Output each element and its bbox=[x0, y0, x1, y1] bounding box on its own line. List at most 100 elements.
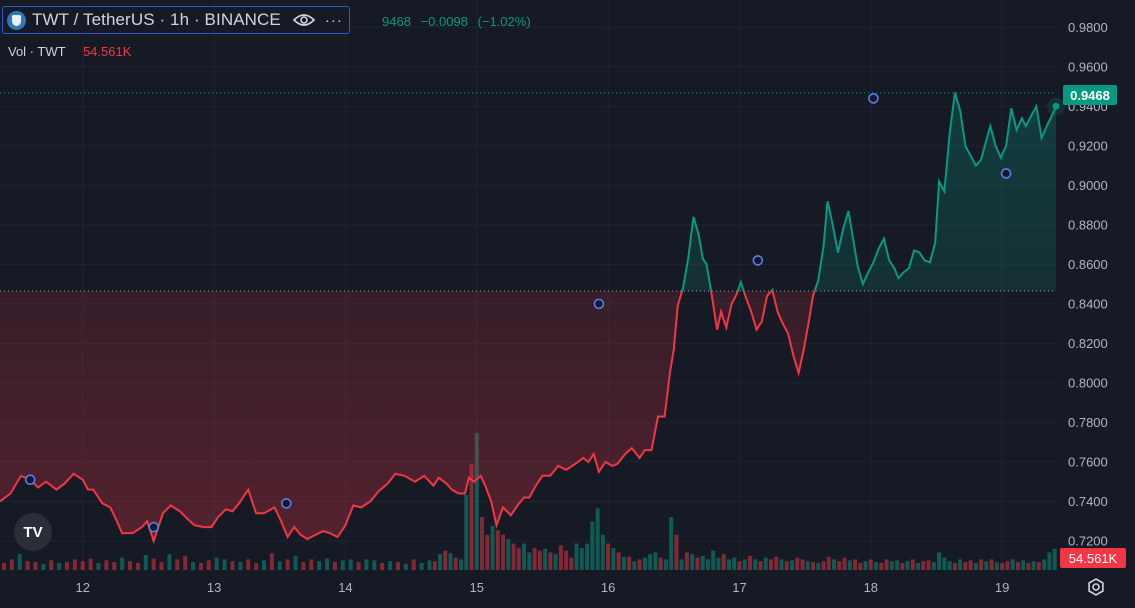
time-axis-tick-label: 15 bbox=[470, 580, 484, 595]
volume-bar bbox=[317, 561, 322, 570]
volume-bar bbox=[700, 555, 705, 570]
volume-bar bbox=[151, 558, 156, 570]
volume-bar bbox=[41, 563, 46, 570]
volume-bar bbox=[669, 517, 674, 570]
volume-bar bbox=[411, 559, 416, 570]
volume-bar bbox=[674, 534, 679, 570]
volume-bar bbox=[72, 559, 77, 570]
volume-bar bbox=[537, 550, 542, 570]
volume-legend[interactable]: Vol · TWT 54.561K bbox=[8, 44, 131, 59]
volume-bar bbox=[795, 557, 800, 570]
volume-bar bbox=[80, 561, 85, 570]
volume-bar bbox=[816, 562, 821, 570]
volume-bar bbox=[340, 560, 345, 570]
volume-bar bbox=[112, 562, 117, 570]
volume-bar bbox=[684, 552, 689, 570]
volume-bar bbox=[485, 534, 490, 570]
volume-bar bbox=[553, 554, 558, 570]
time-axis-tick-label: 19 bbox=[995, 580, 1009, 595]
more-icon[interactable]: ··· bbox=[324, 11, 343, 29]
volume-bar bbox=[277, 561, 282, 570]
volume-bar bbox=[325, 558, 330, 570]
price-axis-tick-label: 0.8000 bbox=[1068, 375, 1108, 390]
symbol-header[interactable]: TWT / TetherUS · 1h · BINANCE ··· bbox=[2, 6, 350, 34]
area-fill-below-baseline bbox=[0, 291, 815, 541]
volume-bar bbox=[464, 495, 469, 570]
volume-bar bbox=[779, 559, 784, 570]
volume-bar bbox=[269, 553, 274, 570]
volume-bar bbox=[348, 559, 353, 570]
volume-bar bbox=[25, 561, 30, 570]
volume-bar bbox=[569, 557, 574, 570]
volume-bar bbox=[868, 559, 873, 570]
volume-bar bbox=[832, 559, 837, 570]
ohlc-change-percent: (−1.02%) bbox=[477, 14, 531, 29]
volume-bar bbox=[973, 562, 978, 570]
volume-bar bbox=[742, 559, 747, 570]
volume-bar bbox=[658, 557, 663, 570]
volume-value: 54.561K bbox=[82, 44, 132, 59]
volume-bar bbox=[501, 534, 506, 570]
volume-bar bbox=[427, 560, 432, 570]
price-axis-tick-label: 0.8800 bbox=[1068, 217, 1108, 232]
volume-bar bbox=[1031, 561, 1036, 570]
volume-bar bbox=[931, 562, 936, 570]
volume-bar bbox=[826, 556, 831, 570]
volume-bar bbox=[254, 562, 259, 570]
volume-bar bbox=[96, 562, 101, 570]
volume-bar bbox=[763, 557, 768, 570]
volume-bar bbox=[222, 559, 227, 570]
symbol-title[interactable]: TWT / TetherUS · 1h · BINANCE bbox=[32, 10, 281, 29]
volume-bar bbox=[543, 548, 548, 570]
price-axis-tick-label: 0.7200 bbox=[1068, 533, 1108, 548]
volume-bar bbox=[821, 561, 826, 570]
last-price-badge: 0.9468 bbox=[1063, 85, 1117, 105]
volume-bar bbox=[874, 562, 879, 570]
volume-bar bbox=[758, 561, 763, 570]
volume-bar bbox=[942, 557, 947, 570]
volume-bar bbox=[721, 554, 726, 570]
volume-bar bbox=[1047, 552, 1052, 570]
settings-icon[interactable] bbox=[1086, 577, 1106, 597]
volume-bar bbox=[952, 562, 957, 570]
volume-bar bbox=[984, 561, 989, 570]
volume-bar bbox=[726, 559, 731, 570]
volume-bar bbox=[9, 559, 14, 570]
volume-bar bbox=[737, 561, 742, 570]
time-axis-tick-label: 18 bbox=[864, 580, 878, 595]
volume-bar bbox=[895, 560, 900, 570]
eye-icon[interactable] bbox=[292, 13, 315, 27]
volume-bar bbox=[480, 517, 485, 570]
volume-bar bbox=[968, 560, 973, 570]
volume-bar bbox=[790, 560, 794, 570]
area-fill-above-baseline bbox=[0, 92, 1056, 292]
volume-bar bbox=[716, 557, 721, 570]
volume-bar bbox=[380, 562, 385, 570]
volume-bar bbox=[1021, 560, 1026, 570]
event-marker bbox=[593, 298, 605, 310]
volume-bar bbox=[958, 559, 963, 570]
volume-bar bbox=[214, 557, 219, 570]
volume-bar bbox=[167, 554, 172, 570]
volume-bar bbox=[926, 560, 931, 570]
tradingview-logo-icon[interactable]: TV bbox=[14, 513, 52, 551]
volume-bar bbox=[989, 559, 994, 570]
volume-label: Vol · TWT bbox=[8, 44, 66, 59]
price-line-below-baseline bbox=[0, 291, 816, 545]
volume-bar bbox=[637, 559, 642, 570]
time-axis-tick-label: 17 bbox=[732, 580, 746, 595]
volume-bar bbox=[262, 560, 266, 570]
time-axis-tick-label: 14 bbox=[338, 580, 352, 595]
volume-bar bbox=[474, 433, 479, 570]
volume-bar bbox=[564, 550, 569, 570]
volume-bar bbox=[49, 560, 54, 570]
volume-bar bbox=[800, 559, 805, 570]
volume-bar bbox=[811, 562, 816, 570]
volume-bar bbox=[191, 562, 196, 570]
volume-bar bbox=[695, 557, 700, 570]
time-axis-tick-label: 13 bbox=[207, 580, 221, 595]
volume-bar bbox=[403, 563, 408, 570]
last-point bbox=[1052, 102, 1060, 110]
